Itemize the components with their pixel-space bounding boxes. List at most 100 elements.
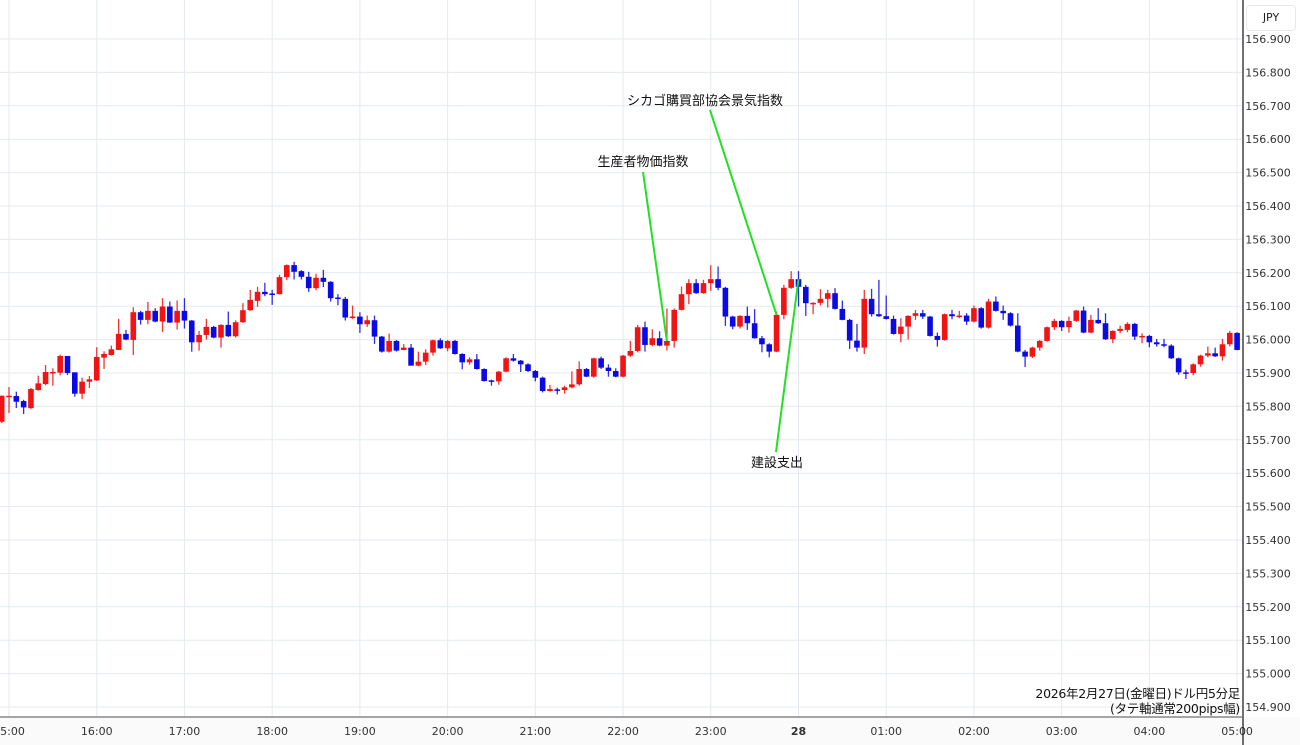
- candle: [254, 286, 261, 307]
- candle: [1183, 369, 1189, 380]
- candle-body: [188, 320, 195, 343]
- candle-body: [700, 283, 707, 294]
- candle-body: [861, 298, 868, 348]
- candle: [101, 351, 107, 369]
- candle: [495, 370, 502, 385]
- candle: [561, 385, 568, 394]
- y-tick-label: 155.700: [1245, 434, 1291, 447]
- candle-body: [824, 293, 831, 299]
- x-tick-label: 01:00: [870, 725, 902, 738]
- candle: [1014, 313, 1021, 353]
- candle: [978, 307, 985, 329]
- candle-body: [876, 314, 882, 317]
- candle-body: [79, 381, 85, 394]
- candle-body: [1073, 310, 1080, 321]
- candle: [203, 318, 210, 340]
- y-tick-label: 155.600: [1245, 467, 1291, 480]
- candle: [985, 298, 992, 329]
- candle: [1022, 349, 1028, 367]
- candle: [963, 313, 970, 325]
- candle-body: [978, 308, 985, 328]
- candle: [364, 315, 370, 327]
- candle-body: [569, 384, 575, 388]
- candle-body: [1117, 328, 1123, 331]
- candle-body: [1007, 313, 1014, 326]
- candle: [1190, 363, 1197, 376]
- candle: [276, 274, 283, 295]
- candle-body: [956, 315, 963, 318]
- candle-body: [810, 302, 816, 305]
- candle: [262, 282, 268, 297]
- candle-body: [1088, 319, 1094, 333]
- candle: [927, 315, 933, 337]
- candle-body: [1095, 319, 1101, 324]
- y-tick-label: 156.500: [1245, 167, 1291, 180]
- candle-body: [167, 306, 173, 323]
- candle-body: [671, 309, 678, 341]
- y-tick-label: 156.600: [1245, 133, 1291, 146]
- x-tick-label: 19:00: [344, 725, 376, 738]
- candle: [671, 308, 678, 348]
- candle-body: [152, 310, 159, 322]
- candle-body: [751, 323, 758, 339]
- candle-body: [298, 271, 305, 277]
- y-tick-label: 154.900: [1245, 701, 1291, 714]
- candle-body: [386, 340, 392, 352]
- candle: [583, 367, 590, 378]
- candle: [693, 279, 699, 294]
- candle: [196, 330, 202, 351]
- candle: [437, 338, 444, 349]
- candle-body: [781, 287, 787, 315]
- candle: [210, 325, 217, 339]
- candle-body: [1161, 344, 1167, 346]
- candle: [1212, 347, 1218, 357]
- candle: [971, 305, 977, 323]
- candle: [474, 353, 480, 370]
- candle-body: [832, 293, 838, 309]
- candle-body: [547, 389, 553, 392]
- y-tick-label: 155.400: [1245, 534, 1291, 547]
- x-tick-label: 18:00: [256, 725, 288, 738]
- candle-body: [276, 277, 283, 295]
- candle: [605, 364, 612, 377]
- candle: [327, 281, 334, 302]
- candle: [386, 333, 392, 353]
- x-tick-label: 05:00: [1221, 725, 1253, 738]
- candle-body: [1175, 358, 1182, 373]
- candle-body: [985, 301, 992, 328]
- y-tick-label: 155.000: [1245, 668, 1291, 681]
- candle: [1139, 333, 1145, 344]
- candle: [13, 391, 20, 409]
- y-tick-label: 155.300: [1245, 567, 1291, 580]
- candle-body: [649, 338, 656, 345]
- candle-body: [364, 320, 370, 325]
- candle-body: [474, 359, 480, 369]
- candle: [890, 315, 897, 335]
- candle-body: [868, 298, 875, 315]
- candle-body: [203, 326, 210, 335]
- candle: [949, 309, 955, 320]
- candle: [123, 329, 129, 341]
- candle: [569, 371, 575, 389]
- candle: [993, 296, 999, 312]
- candle-body: [612, 370, 619, 377]
- candles: [0, 261, 1240, 424]
- candle-body: [971, 308, 977, 322]
- candle: [868, 288, 875, 317]
- candle: [313, 273, 319, 291]
- candle: [1117, 325, 1123, 334]
- candle: [766, 343, 773, 358]
- candle-body: [101, 353, 107, 358]
- candle-body: [291, 265, 297, 272]
- annotation-label: 生産者物価指数: [597, 154, 688, 170]
- candle: [79, 377, 85, 400]
- candle: [291, 261, 297, 280]
- candle-body: [254, 291, 261, 301]
- candle-body: [503, 358, 509, 372]
- candle-body: [50, 371, 56, 374]
- candle-body: [1080, 310, 1087, 333]
- candle-body: [634, 327, 641, 351]
- candle: [839, 300, 846, 321]
- candle-body: [766, 344, 773, 352]
- candle: [664, 308, 670, 351]
